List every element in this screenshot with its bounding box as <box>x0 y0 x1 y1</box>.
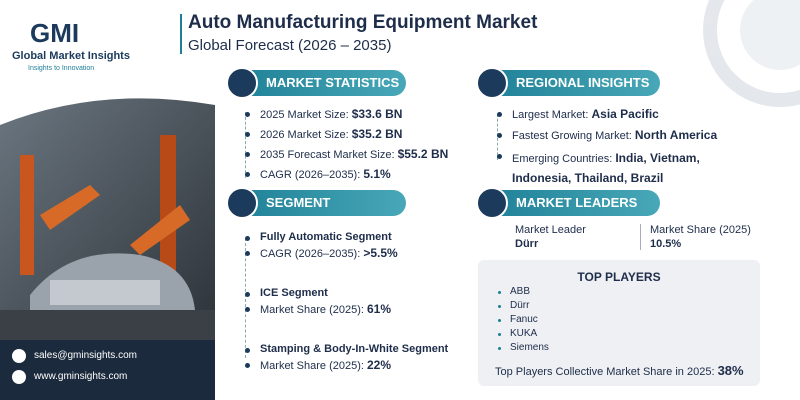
subtitle: Global Forecast (2026 – 2035) <box>188 37 392 54</box>
contact-bar <box>0 340 215 400</box>
bullet <box>497 133 502 138</box>
bullet <box>245 132 250 137</box>
bullet <box>498 319 501 322</box>
share: 10.5% <box>650 238 682 250</box>
region-item: Emerging Countries: India, Vietnam, Indo… <box>512 151 700 185</box>
leader: Dürr <box>515 238 539 250</box>
logo: GMI <box>30 18 80 48</box>
collective: Top Players Collective Market Share in 2… <box>495 363 744 378</box>
stat-item: 2035 Forecast Market Size: $55.2 BN <box>260 147 449 161</box>
bullet <box>497 154 502 159</box>
segment-name: ICE Segment <box>260 287 328 299</box>
segment-value: Market Share (2025): 22% <box>260 358 392 372</box>
bullet <box>245 236 250 241</box>
player: Dürr <box>510 300 530 311</box>
region-item: Fastest Growing Market: North America <box>512 128 718 142</box>
section-header: MARKET LEADERS <box>476 187 660 219</box>
section-header: REGIONAL INSIGHTS <box>476 67 660 99</box>
leader-label: Market Leader <box>515 224 586 236</box>
bullet <box>245 172 250 177</box>
section-header: SEGMENT STATISTICS <box>226 187 406 236</box>
stat-item: 2025 Market Size: $33.6 BN <box>260 107 403 121</box>
tagline: Insights to Innovation <box>28 65 95 72</box>
bullet <box>245 292 250 297</box>
website: www.gminsights.com <box>34 371 128 382</box>
stat-item: 2026 Market Size: $35.2 BN <box>260 127 403 141</box>
bullet <box>245 307 250 312</box>
player: ABB <box>510 286 531 297</box>
decoration <box>703 0 800 107</box>
bullet <box>497 112 502 117</box>
segment-name: Stamping & Body-In-White Segment <box>260 343 449 355</box>
factory-photo <box>0 98 215 340</box>
bullet <box>498 333 501 336</box>
bullet <box>245 112 250 117</box>
region-item: Largest Market: Asia Pacific <box>512 107 659 121</box>
player: KUKA <box>510 328 538 339</box>
share-label: Market Share (2025) <box>650 224 751 236</box>
bullet <box>245 152 250 157</box>
segment-value: Market Share (2025): 61% <box>260 302 392 316</box>
bullet <box>245 348 250 353</box>
top-players-box <box>478 260 760 386</box>
segment-value: CAGR (2026–2035): >5.5% <box>260 246 398 260</box>
bullet <box>245 363 250 368</box>
bullet <box>498 347 501 350</box>
player: Siemens <box>510 342 549 353</box>
top-players-title: TOP PLAYERS <box>577 270 661 284</box>
stat-item: CAGR (2026–2035): 5.1% <box>260 167 391 181</box>
player: Fanuc <box>510 314 538 325</box>
email: sales@gminsights.com <box>34 350 137 361</box>
bullet <box>498 291 501 294</box>
segment-name: Fully Automatic Segment <box>260 231 392 243</box>
brand: Global Market Insights <box>12 50 130 62</box>
bullet <box>245 251 250 256</box>
section-header: MARKET STATISTICS <box>226 67 406 99</box>
title: Auto Manufacturing Equipment Market <box>188 12 538 33</box>
bullet <box>498 305 501 308</box>
